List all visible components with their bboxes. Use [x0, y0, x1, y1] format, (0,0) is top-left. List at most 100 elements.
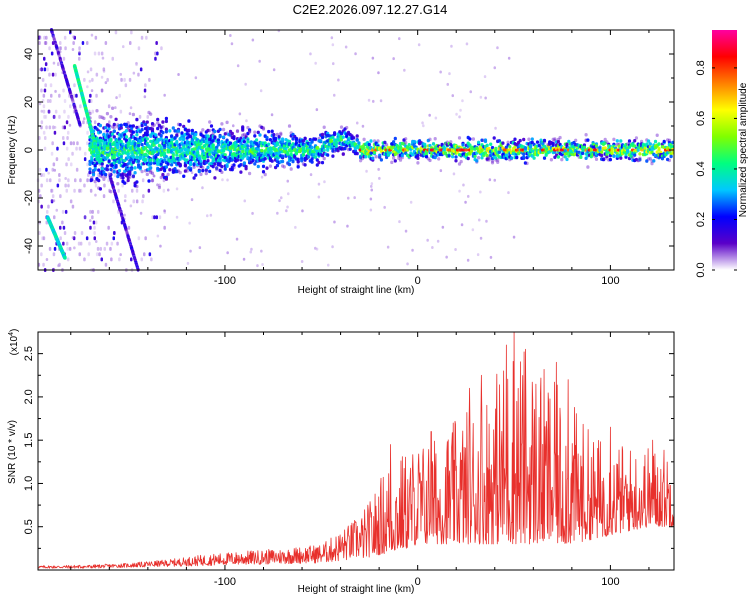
spectrogram-cell	[58, 93, 61, 98]
spectrogram-cell	[253, 153, 257, 157]
spectrogram-cell	[479, 190, 482, 194]
spectrogram-cell	[189, 134, 193, 139]
spectrogram-cell	[137, 143, 141, 148]
spectrogram-cell	[102, 116, 106, 121]
spectrogram-cell	[100, 162, 104, 166]
spectrogram-cell	[643, 146, 647, 150]
spectrogram-cell	[330, 36, 334, 40]
spectrogram-cell	[38, 231, 41, 235]
spectrogram-cell	[175, 187, 179, 191]
spectrogram-cell	[218, 168, 222, 173]
spectrogram-cell	[444, 151, 448, 155]
spectrogram-cell	[377, 167, 380, 171]
spectrogram-cell	[40, 252, 43, 257]
spectrogram-cell	[369, 197, 373, 201]
spectrogram-cell	[52, 34, 56, 39]
spectrogram-cell	[309, 173, 313, 177]
spectrogram-cell	[454, 248, 457, 251]
spectrogram-cell	[194, 76, 198, 80]
spectrogram-cell	[62, 225, 66, 230]
spectrogram-cell	[471, 228, 475, 232]
spectrogram-cell	[135, 61, 138, 65]
spectrogram-cell	[68, 123, 72, 127]
spectrogram-cell	[135, 199, 139, 204]
spectrogram-cell	[508, 145, 512, 149]
spectrogram-cell	[412, 139, 416, 144]
spectrogram-cell	[131, 175, 135, 179]
spectrogram-cell	[525, 161, 529, 166]
spectrogram-cell	[73, 35, 76, 40]
spectrogram-cell	[586, 165, 590, 169]
spectrogram-cell	[161, 120, 165, 124]
spectrogram-cell	[565, 157, 569, 162]
spectrogram-cell	[154, 51, 157, 56]
spectrogram-cell	[161, 125, 165, 129]
spectrogram-cell	[377, 71, 380, 75]
spectrogram-cell	[118, 93, 121, 98]
spectrogram-cell	[49, 178, 52, 183]
spectrogram-cell	[78, 188, 81, 193]
spectrogram-cell	[417, 43, 421, 47]
spectrogram-cell	[281, 159, 285, 164]
spectrogram-cell	[71, 151, 74, 156]
spectrogram-cell	[40, 88, 43, 93]
spectrogram-cell	[640, 139, 644, 144]
spectrogram-cell	[104, 138, 108, 142]
spectrogram-cell	[117, 137, 122, 141]
spectrogram-cell	[353, 149, 357, 153]
spectrogram-cell	[317, 160, 321, 165]
spectrogram-cell	[261, 170, 266, 174]
spectrogram-cell	[485, 153, 489, 158]
spectrogram-cell	[372, 150, 377, 155]
spectrogram-cell	[77, 241, 81, 246]
spectrogram-cell	[53, 40, 57, 45]
spectrogram-cell	[123, 77, 126, 82]
spectrogram-cell	[235, 129, 240, 134]
spectrogram-cell	[57, 264, 60, 268]
spectrogram-cell	[515, 155, 519, 160]
spectrogram-cell	[41, 77, 45, 82]
spectrogram-cell	[66, 257, 70, 262]
spectrogram-cell	[239, 163, 243, 167]
spectrogram-cell	[393, 159, 397, 163]
spectrogram-cell	[645, 159, 649, 163]
spectrogram-cell	[206, 128, 210, 133]
spectrogram-cell	[256, 164, 260, 169]
spectrogram-cell	[159, 136, 163, 141]
spectrogram-cell	[149, 134, 153, 138]
spectrogram-cell	[135, 62, 138, 67]
spectrogram-cell	[589, 148, 593, 152]
spectrogram-cell	[114, 117, 118, 122]
spectrogram-cell	[437, 157, 441, 161]
spectrogram-cell	[339, 131, 344, 136]
spectrogram-cell	[128, 112, 132, 116]
spectrogram-cell	[183, 163, 187, 167]
spectrogram-cell	[55, 46, 59, 51]
spectrogram-cell	[63, 35, 67, 40]
spectrogram-cell	[523, 161, 527, 165]
spectrogram-cell	[50, 93, 53, 98]
spectrogram-cell	[124, 122, 129, 127]
spectrogram-cell	[556, 155, 560, 159]
spectrogram-cell	[253, 134, 257, 138]
spectrogram-cell	[38, 136, 41, 140]
spectrogram-cell	[402, 138, 406, 142]
spectrogram-cell	[487, 158, 491, 162]
spectrogram-cell	[164, 116, 168, 121]
spectrogram-cell	[68, 93, 71, 98]
spectrogram-cell	[156, 121, 160, 125]
spectrogram-cell	[57, 62, 60, 67]
spectrogram-cell	[145, 137, 149, 141]
spectrogram-cell	[63, 109, 66, 114]
spectrogram-cell	[148, 252, 152, 257]
spectrogram-cell	[343, 146, 347, 151]
spectrogram-cell	[57, 52, 61, 57]
spectrogram-cell	[41, 236, 44, 241]
spectrogram-cell	[111, 106, 115, 110]
spectrogram-cell	[56, 51, 60, 55]
spectrogram-cell	[59, 41, 62, 45]
spectrogram-cell	[104, 81, 108, 85]
spectrogram-cell	[118, 208, 122, 213]
y-tick-label: 0	[23, 147, 35, 153]
spectrogram-cell	[426, 157, 430, 161]
